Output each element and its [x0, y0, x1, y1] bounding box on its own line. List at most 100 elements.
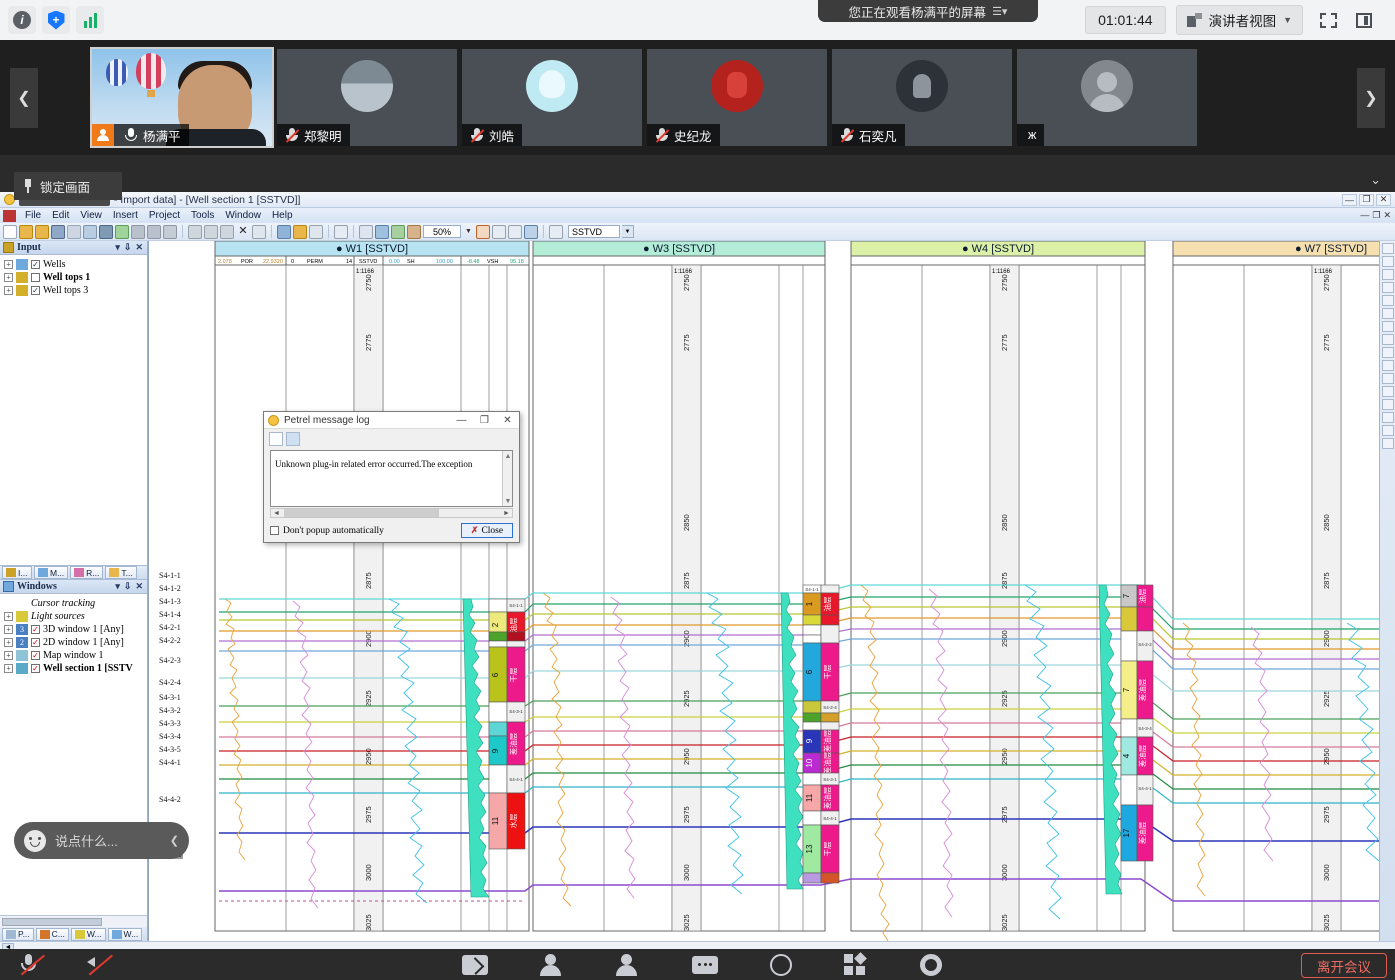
well-top-label[interactable]: S4-3-4 [159, 732, 181, 741]
well-top-label[interactable]: S4-3-1 [159, 693, 181, 702]
pin-panel-icon[interactable]: ⇩ [123, 581, 132, 591]
expander-icon[interactable]: + [4, 286, 13, 295]
expander-icon[interactable]: + [4, 664, 13, 673]
log-calc-icon[interactable] [375, 224, 389, 239]
annotate-tool-icon[interactable] [1381, 295, 1394, 306]
tree-item-2d-window[interactable]: + 2 ✓ 2D window 1 [Any] [0, 636, 147, 649]
menu-edit[interactable]: Edit [52, 210, 70, 221]
tree-item-cursor-tracking[interactable]: Cursor tracking [0, 597, 147, 610]
participant-tile[interactable]: ж [1017, 49, 1197, 146]
well-top-label[interactable]: S4-1-1 [159, 571, 181, 580]
filmstrip-collapse-icon[interactable]: ⌄ [1370, 172, 1381, 187]
well-top-label[interactable]: S4-4-2 [159, 795, 181, 804]
section-icon[interactable] [407, 224, 421, 239]
well-top-label[interactable]: S4-4-1 [159, 758, 181, 767]
tab-input[interactable]: I... [2, 566, 32, 579]
tree-item-3d-window[interactable]: + 3 ✓ 3D window 1 [Any] [0, 623, 147, 636]
well-top-label[interactable]: S4-2-4 [159, 678, 181, 687]
mdi-close[interactable]: ✕ [1383, 210, 1391, 220]
well-section-canvas-wrapper[interactable]: S4-1-1 S4-1-2 S4-1-3 S4-1-4 S4-2-1 S4-2-… [148, 241, 1379, 941]
fit-height-icon[interactable] [507, 224, 522, 239]
tree-item-wells[interactable]: + ✓ Wells [0, 258, 147, 271]
mdi-restore[interactable]: ❐ [1372, 210, 1381, 220]
pan-tool-icon[interactable] [1381, 256, 1394, 267]
scroll-right-icon[interactable]: ► [503, 509, 510, 517]
expander-icon[interactable]: + [4, 260, 13, 269]
tree-item-well-tops-1[interactable]: + Well tops 1 [0, 271, 147, 284]
expander-icon[interactable]: + [4, 651, 13, 660]
correlation-icon[interactable] [1381, 360, 1394, 371]
template-icon[interactable] [1381, 334, 1394, 345]
print-icon[interactable] [99, 224, 113, 239]
dialog-minimize-button[interactable]: — [456, 414, 467, 426]
chevron-left-icon[interactable]: ❮ [169, 835, 179, 847]
new-project-icon[interactable] [3, 224, 17, 239]
checkbox[interactable]: ✓ [31, 260, 40, 269]
checkbox[interactable]: ✓ [31, 638, 40, 647]
settings-tool-icon[interactable] [1381, 399, 1394, 410]
emoji-icon[interactable] [24, 829, 46, 852]
close-button[interactable]: ✕ [1376, 193, 1391, 206]
tab-templates[interactable]: T... [105, 566, 137, 579]
flatten-tool-icon[interactable] [1381, 308, 1394, 319]
view-mode-selector[interactable]: 演讲者视图 ▼ [1175, 5, 1303, 35]
edit-log-icon[interactable] [359, 224, 373, 239]
left-dock-hscrollbar[interactable] [0, 915, 147, 927]
fullscreen-button[interactable] [1315, 7, 1341, 33]
close-panel-icon[interactable]: ✕ [135, 242, 143, 252]
well-filter-icon[interactable] [1381, 347, 1394, 358]
export-tool-icon[interactable] [1381, 412, 1394, 423]
petrel-message-log-dialog[interactable]: Petrel message log — ❐ ✕ U [263, 411, 520, 543]
window-new-icon[interactable] [334, 224, 348, 239]
checkbox[interactable]: ✓ [31, 664, 40, 673]
cut-icon[interactable] [188, 224, 202, 239]
well-top-label[interactable]: S4-2-2 [159, 636, 181, 645]
menu-view[interactable]: View [80, 210, 102, 221]
menu-help[interactable]: Help [271, 210, 293, 221]
well-top-label[interactable]: S4-3-3 [159, 719, 181, 728]
open-project-icon[interactable] [19, 224, 33, 239]
well-top-label[interactable]: S4-2-1 [159, 623, 181, 632]
menu-tools[interactable]: Tools [191, 210, 215, 221]
tree-item-well-tops-3[interactable]: + ✓ Well tops 3 [0, 284, 147, 297]
tab-cases[interactable]: C... [35, 927, 69, 941]
panel-menu-icon[interactable]: ▾ [115, 581, 120, 591]
zoom-dropdown-icon[interactable]: ▼ [465, 228, 472, 235]
import-icon[interactable] [83, 224, 97, 239]
close-panel-icon[interactable]: ✕ [135, 581, 143, 591]
checkbox[interactable] [31, 273, 40, 282]
tab-models[interactable]: M... [34, 566, 69, 579]
well-top-label[interactable]: S4-1-3 [159, 597, 181, 606]
well-top-label[interactable]: S4-1-2 [159, 584, 181, 593]
participant-tile[interactable]: 郑黎明 [277, 49, 457, 146]
measure-tool-icon[interactable] [1381, 282, 1394, 293]
new-folder-icon[interactable] [277, 224, 291, 239]
menu-insert[interactable]: Insert [112, 210, 138, 221]
properties-icon[interactable] [252, 224, 266, 239]
zoom-level-input[interactable]: 50% [423, 225, 461, 238]
tab-workflows[interactable]: W... [70, 927, 106, 941]
settings-button[interactable] [920, 953, 942, 976]
minimize-button[interactable]: — [1342, 193, 1357, 206]
participant-tile[interactable]: 杨满平 [90, 47, 274, 148]
filmstrip-prev-button[interactable]: ❮ [10, 68, 38, 128]
domain-select-caret-icon[interactable]: ▼ [621, 225, 634, 238]
more-button[interactable] [692, 955, 718, 974]
filmstrip-next-button[interactable]: ❯ [1357, 68, 1385, 128]
share-screen-button[interactable] [462, 954, 488, 975]
marker-tool-icon[interactable] [1381, 373, 1394, 384]
dialog-titlebar[interactable]: Petrel message log — ❐ ✕ [264, 412, 519, 429]
save-as-icon[interactable] [67, 224, 81, 239]
invite-button[interactable] [540, 953, 564, 976]
checkbox[interactable]: ✓ [31, 625, 40, 634]
well-top-label[interactable]: S4-1-4 [159, 610, 181, 619]
help-tool-icon[interactable] [1381, 438, 1394, 449]
zoom-tool-icon[interactable] [1381, 269, 1394, 280]
pin-panel-icon[interactable]: ⇩ [123, 242, 132, 252]
expander-icon[interactable]: + [4, 612, 13, 621]
play-icon[interactable] [131, 224, 145, 239]
seismic-icon[interactable] [391, 224, 405, 239]
menu-window[interactable]: Window [225, 210, 261, 221]
sidebar-toggle-button[interactable] [1351, 7, 1377, 33]
info-button[interactable]: i [8, 6, 36, 34]
